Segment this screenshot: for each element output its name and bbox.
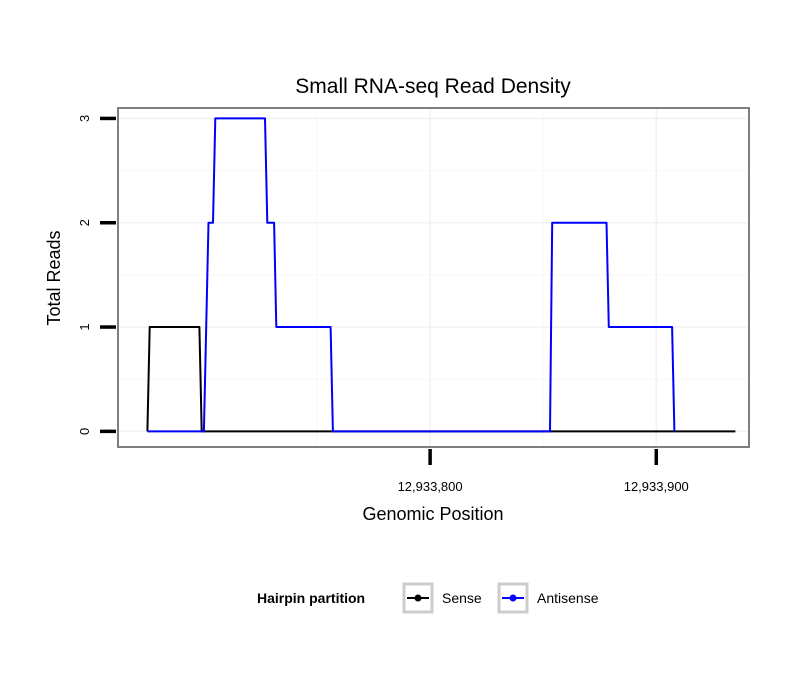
legend-dot-antisense [509,594,517,602]
legend-label-sense: Sense [442,590,482,606]
legend-title: Hairpin partition [257,590,365,606]
chart-title: Small RNA-seq Read Density [295,75,571,98]
y-axis: 0 1 2 3 [77,115,116,435]
plot-background [118,108,749,447]
y-tick-label-2: 2 [77,219,92,226]
x-tick-label-1: 12,933,900 [624,479,689,494]
legend: Hairpin partition Sense Antisense [257,582,599,614]
x-axis: 12,933,800 12,933,900 [398,449,689,494]
x-tick-label-0: 12,933,800 [398,479,463,494]
y-tick-label-3: 3 [77,115,92,122]
plot-border [117,107,750,448]
y-tick-label-1: 1 [77,323,92,330]
y-axis-title: Total Reads [44,230,64,325]
legend-item-sense: Sense [402,582,482,614]
series-layer [146,117,736,433]
legend-label-antisense: Antisense [537,590,599,606]
series-line-antisense [147,117,676,433]
legend-dot-sense [414,594,422,602]
y-tick-label-0: 0 [77,428,92,435]
x-axis-title: Genomic Position [362,504,503,524]
legend-item-antisense: Antisense [497,582,599,614]
